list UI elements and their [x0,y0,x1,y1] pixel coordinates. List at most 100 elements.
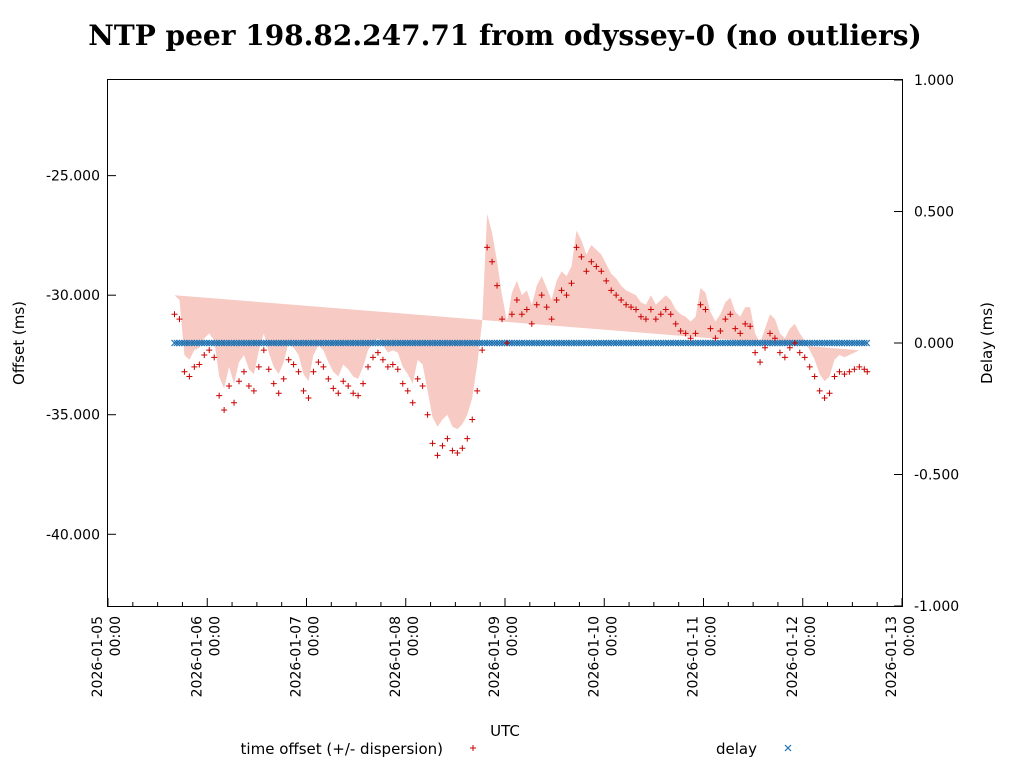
offset-point [856,363,863,370]
offset-point [806,363,813,370]
delay-point [818,339,826,347]
delay-point [637,339,645,347]
offset-point [786,344,793,351]
delay-point [245,339,253,347]
offset-point [558,287,565,294]
delay-point [731,339,739,347]
delay-point [632,339,640,347]
delay-point [716,339,724,347]
delay-point [250,339,258,347]
delay-point [602,339,610,347]
delay-point [808,339,816,347]
delay-point [235,339,243,347]
delay-point [255,339,263,347]
delay-point [210,339,218,347]
y2-tick-label: 0.500 [914,205,954,221]
delay-point [640,339,647,347]
delay-point [282,339,290,347]
offset-point [682,330,689,337]
y2-tick-label: -1.000 [914,599,959,615]
delay-point [394,339,402,347]
offset-point [285,356,292,363]
delay-point [396,339,404,347]
offset-point [593,263,600,270]
offset-point [687,335,694,342]
delay-point [553,339,561,347]
delay-point [756,339,764,347]
delay-point [568,339,575,347]
x-tick-label: 2026-01-06 00:00 [189,616,223,697]
delay-point [409,339,417,347]
delay-point [374,339,382,347]
x-tick-date: 2026-01-10 [586,616,602,697]
delay-point [617,339,625,347]
offset-point [846,368,853,375]
offset-point [578,253,585,260]
y-tick-label: -30.000 [46,288,100,304]
offset-point [275,390,282,397]
delay-point [841,339,848,347]
legend-delay-symbol [784,744,792,752]
delay-point [270,339,278,347]
delay-point [359,339,367,347]
delay-point [801,339,809,347]
delay-point [836,339,843,347]
delay-point [719,339,727,347]
delay-point [776,339,784,347]
offset-point [211,354,218,361]
offset-point [394,366,401,373]
delay-point [444,339,451,347]
delay-point [404,339,412,347]
offset-point [623,301,630,308]
delay-point [267,339,275,347]
offset-point [727,311,734,318]
delay-point [697,339,704,347]
delay-point [543,339,551,347]
offset-point [374,349,381,356]
delay-point [243,339,250,347]
delay-point [816,339,824,347]
delay-point [185,339,193,347]
delay-point [319,339,327,347]
delay-point [734,339,742,347]
delay-point [369,339,377,347]
offset-point [771,335,778,342]
delay-point [711,339,719,347]
delay-point [446,339,454,347]
delay-point [357,339,365,347]
delay-point [669,339,677,347]
offset-point [776,349,783,356]
delay-point [310,339,317,347]
delay-point [429,339,436,347]
offset-point [692,330,699,337]
delay-point [540,339,548,347]
offset-point [186,373,193,380]
offset-point [732,325,739,332]
delay-point [778,339,786,347]
offset-point [191,363,198,370]
offset-point [766,330,773,337]
delay-point [679,339,687,347]
delay-point [401,339,409,347]
delay-point [223,339,231,347]
offset-point [752,349,759,356]
delay-point [771,339,779,347]
delay-point [590,339,598,347]
delay-point [610,339,618,347]
offset-point [851,366,858,373]
delay-point [781,339,789,347]
offset-point [414,375,421,382]
delay-point [597,339,605,347]
delay-point [314,339,322,347]
offset-point [603,277,610,284]
delay-point [848,339,856,347]
delay-point [726,339,734,347]
delay-point [496,339,503,347]
offset-point [196,361,203,368]
delay-point [364,339,372,347]
delay-point [607,339,615,347]
delay-point [347,339,355,347]
delay-point [491,339,499,347]
offset-point [672,320,679,327]
delay-point [332,339,340,347]
